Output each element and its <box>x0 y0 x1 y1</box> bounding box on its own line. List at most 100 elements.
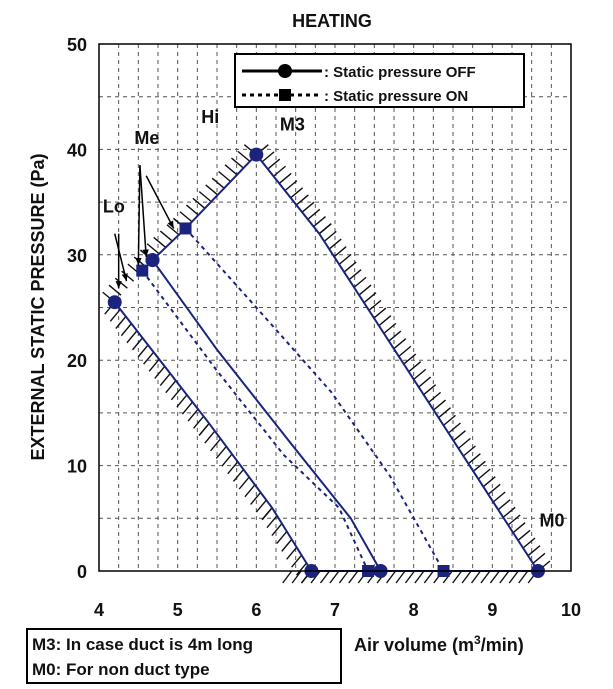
hatch-mark <box>413 368 427 380</box>
hatch-mark <box>192 197 206 209</box>
hatch-mark <box>502 506 516 518</box>
hatch-mark <box>418 376 432 388</box>
hatch-mark <box>126 330 138 344</box>
hatch-mark <box>338 253 352 265</box>
hatch-mark <box>215 445 227 459</box>
hatch-mark <box>204 430 216 444</box>
annotation-arrow <box>137 165 141 266</box>
hatch-mark <box>323 230 337 242</box>
data-point-circle <box>249 147 264 162</box>
hatch-mark <box>307 208 321 220</box>
hatch-mark <box>333 246 347 258</box>
hatch-mark <box>179 211 193 223</box>
legend-label: : Static pressure OFF <box>324 64 476 81</box>
hatch-mark <box>433 399 447 411</box>
hatch-mark <box>348 570 359 584</box>
hatch-mark <box>271 523 283 537</box>
hatch-mark <box>266 515 278 529</box>
chart-title: HEATING <box>292 11 372 31</box>
hatch-mark <box>499 570 510 584</box>
hatch-mark <box>291 554 303 568</box>
x-tick-label: 8 <box>409 600 419 620</box>
annotation-arrow <box>145 175 175 229</box>
x-tick-label: 5 <box>173 600 183 620</box>
hatch-mark <box>532 552 546 564</box>
hatch-mark <box>232 468 244 482</box>
hatch-mark <box>159 230 173 242</box>
hatch-mark <box>518 570 529 584</box>
hatch-mark <box>148 358 160 372</box>
annotation-arrowhead <box>167 220 174 229</box>
y-tick-label: 10 <box>67 457 87 477</box>
hatch-mark <box>198 422 210 436</box>
y-tick-label: 20 <box>67 351 87 371</box>
hatch-mark <box>181 401 194 415</box>
x-tick-label: 10 <box>561 600 581 620</box>
hatch-mark <box>408 361 422 373</box>
hatch-mark <box>487 483 501 495</box>
hatch-mark <box>329 570 340 584</box>
hatch-mark <box>278 172 292 184</box>
x-tick-label: 9 <box>487 600 497 620</box>
hatch-mark <box>358 284 372 296</box>
hatch-mark <box>353 276 367 288</box>
hatch-mark <box>193 415 205 429</box>
hatch-mark <box>386 570 397 584</box>
hatch-mark <box>527 545 541 557</box>
hatch-mark <box>238 476 250 490</box>
hatch-mark <box>368 299 382 311</box>
hatch-mark <box>477 468 491 480</box>
hatch-mark <box>284 180 298 192</box>
x-tick-label: 4 <box>94 600 104 620</box>
hatch-mark <box>438 407 452 419</box>
hatch-mark <box>286 546 298 560</box>
x-tick-label: 6 <box>251 600 261 620</box>
hatch-mark <box>423 384 437 396</box>
hatch-mark <box>343 261 357 273</box>
hatch-mark <box>291 570 302 584</box>
annotation-label: M0 <box>540 511 565 531</box>
notes-box: M3: In case duct is 4m long M0: For non … <box>26 628 342 684</box>
hatch-mark <box>448 422 461 434</box>
hatch-mark <box>517 529 531 541</box>
hatch-mark <box>457 437 471 449</box>
legend-label: : Static pressure ON <box>324 88 468 105</box>
hatch-mark <box>414 570 425 584</box>
hatch-mark <box>231 157 244 169</box>
hatch-mark <box>185 204 199 216</box>
hatch-mark <box>489 570 500 584</box>
y-axis-label: EXTERNAL STATIC PRESSURE (Pa) <box>28 153 48 460</box>
hatch-mark <box>237 150 251 162</box>
hatch-mark <box>143 351 155 365</box>
annotation-arrowhead <box>115 281 122 289</box>
hatch-mark <box>378 315 392 327</box>
hatch-mark <box>281 538 293 552</box>
hatch-mark <box>373 307 387 319</box>
curve-annotations: Lo Me Hi M3 M0 <box>103 107 565 531</box>
data-point-square <box>179 222 192 235</box>
annotation-arrowhead <box>142 249 149 257</box>
hatch-mark <box>398 345 412 357</box>
hatch-mark <box>187 408 199 422</box>
hatch-mark <box>114 277 128 289</box>
hatch-mark <box>313 215 326 228</box>
hatch-mark <box>295 194 309 206</box>
operating-range-hatching <box>102 144 551 584</box>
hatch-mark <box>453 430 466 442</box>
hatch-mark <box>338 570 349 584</box>
x-tick-label: 7 <box>330 600 340 620</box>
hatch-mark <box>395 570 406 584</box>
series-line <box>151 259 382 572</box>
annotation-label: Lo <box>103 197 125 217</box>
hatch-mark <box>393 338 407 350</box>
hatch-mark <box>318 223 332 235</box>
hatch-mark <box>198 191 212 203</box>
hatch-mark <box>255 499 267 513</box>
legend-marker-square <box>279 89 291 101</box>
annotation-arrow <box>114 233 128 282</box>
hatch-mark <box>210 438 222 452</box>
hatch-mark <box>137 344 149 358</box>
hatch-mark <box>166 224 180 236</box>
hatch-mark <box>115 316 127 329</box>
hatch-mark <box>146 243 160 255</box>
